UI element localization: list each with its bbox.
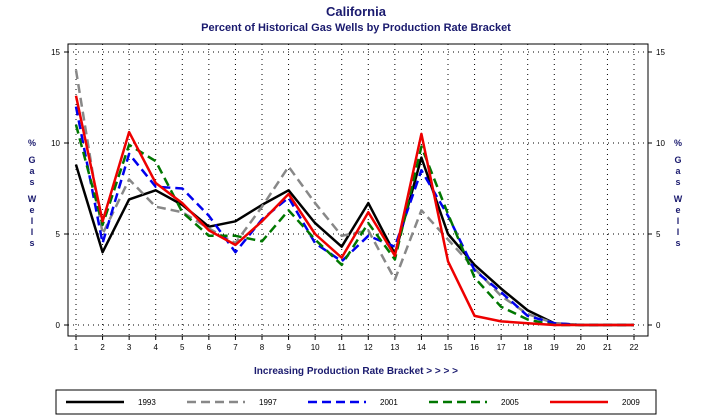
y-tick-label-left-15: 15 — [51, 48, 60, 57]
x-tick-label-11: 11 — [338, 343, 347, 352]
legend-label-2001: 2001 — [380, 398, 398, 407]
x-tick-label-3: 3 — [127, 343, 132, 352]
y-axis-label-left-char-7: e — [29, 205, 34, 215]
x-tick-label-18: 18 — [523, 343, 532, 352]
y-axis-label-left-char-6: W — [28, 194, 37, 204]
legend: 1993 1997 2001 2005 2009 — [55, 389, 657, 415]
legend-label-1993: 1993 — [138, 398, 156, 407]
y-tick-label-right-0: 0 — [656, 321, 661, 330]
x-tick-label-14: 14 — [417, 343, 426, 352]
y-axis-label-right-char-6: W — [674, 194, 683, 204]
x-axis: 1 2 3 4 5 6 7 8 9 10 11 12 13 14 15 16 17 18 19 20 21 22 — [74, 336, 639, 352]
y-axis-right: 0 5 10 15 — [648, 48, 665, 330]
y-axis-left: 0 5 10 15 — [51, 48, 68, 330]
grid-lines — [68, 44, 648, 336]
x-tick-label-19: 19 — [550, 343, 559, 352]
y-axis-label-left-char-0: % — [28, 138, 36, 148]
x-tick-label-12: 12 — [364, 343, 373, 352]
chart-title: California — [326, 4, 387, 19]
series-line-2009 — [74, 95, 634, 327]
series-line-1993 — [74, 156, 634, 327]
x-tick-label-10: 10 — [311, 343, 320, 352]
y-axis-label-left-char-2: G — [28, 155, 35, 165]
y-tick-label-right-15: 15 — [656, 48, 665, 57]
legend-items: 1993 1997 2001 2005 2009 — [66, 398, 640, 407]
x-tick-label-2: 2 — [100, 343, 105, 352]
y-axis-label-left-char-9: l — [31, 227, 34, 237]
y-axis-label-left-char-3: a — [29, 166, 35, 176]
y-axis-label-left-char-10: s — [29, 238, 34, 248]
y-axis-label-right-char-8: l — [677, 216, 680, 226]
y-axis-label-right-char-3: a — [675, 166, 681, 176]
y-tick-label-left-5: 5 — [56, 230, 61, 239]
series-line-1997 — [74, 69, 634, 327]
x-tick-label-15: 15 — [444, 343, 453, 352]
y-axis-label-right-char-9: l — [677, 227, 680, 237]
legend-label-2009: 2009 — [622, 398, 640, 407]
y-axis-label-right-char-4: s — [675, 177, 680, 187]
series-line-2005 — [74, 124, 634, 327]
x-tick-label-13: 13 — [390, 343, 399, 352]
x-axis-label: Increasing Production Rate Bracket > > >… — [254, 366, 458, 377]
chart-subtitle: Percent of Historical Gas Wells by Produ… — [201, 22, 511, 34]
x-tick-label-1: 1 — [74, 343, 79, 352]
x-tick-label-7: 7 — [233, 343, 238, 352]
series-lines — [74, 69, 634, 327]
x-tick-label-22: 22 — [630, 343, 639, 352]
x-tick-label-20: 20 — [576, 343, 585, 352]
x-tick-label-16: 16 — [470, 343, 479, 352]
legend-label-2005: 2005 — [501, 398, 519, 407]
y-tick-label-right-10: 10 — [656, 139, 665, 148]
x-tick-label-21: 21 — [603, 343, 612, 352]
y-axis-label-left-char-4: s — [29, 177, 34, 187]
x-tick-label-4: 4 — [153, 343, 158, 352]
y-tick-label-left-0: 0 — [56, 321, 61, 330]
y-tick-label-right-5: 5 — [656, 230, 661, 239]
series-line-2001 — [74, 106, 634, 327]
x-tick-label-8: 8 — [260, 343, 265, 352]
y-axis-label-right-char-7: e — [675, 205, 680, 215]
y-axis-label-right-char-0: % — [674, 138, 682, 148]
legend-label-1997: 1997 — [259, 398, 277, 407]
x-tick-label-5: 5 — [180, 343, 185, 352]
plot-frame — [67, 43, 649, 337]
x-tick-label-9: 9 — [286, 343, 291, 352]
y-tick-label-left-10: 10 — [51, 139, 60, 148]
x-tick-label-17: 17 — [497, 343, 506, 352]
y-axis-label-left-char-8: l — [31, 216, 34, 226]
x-tick-label-6: 6 — [207, 343, 212, 352]
y-axis-label-right-char-2: G — [674, 155, 681, 165]
y-axis-label-right-char-10: s — [675, 238, 680, 248]
